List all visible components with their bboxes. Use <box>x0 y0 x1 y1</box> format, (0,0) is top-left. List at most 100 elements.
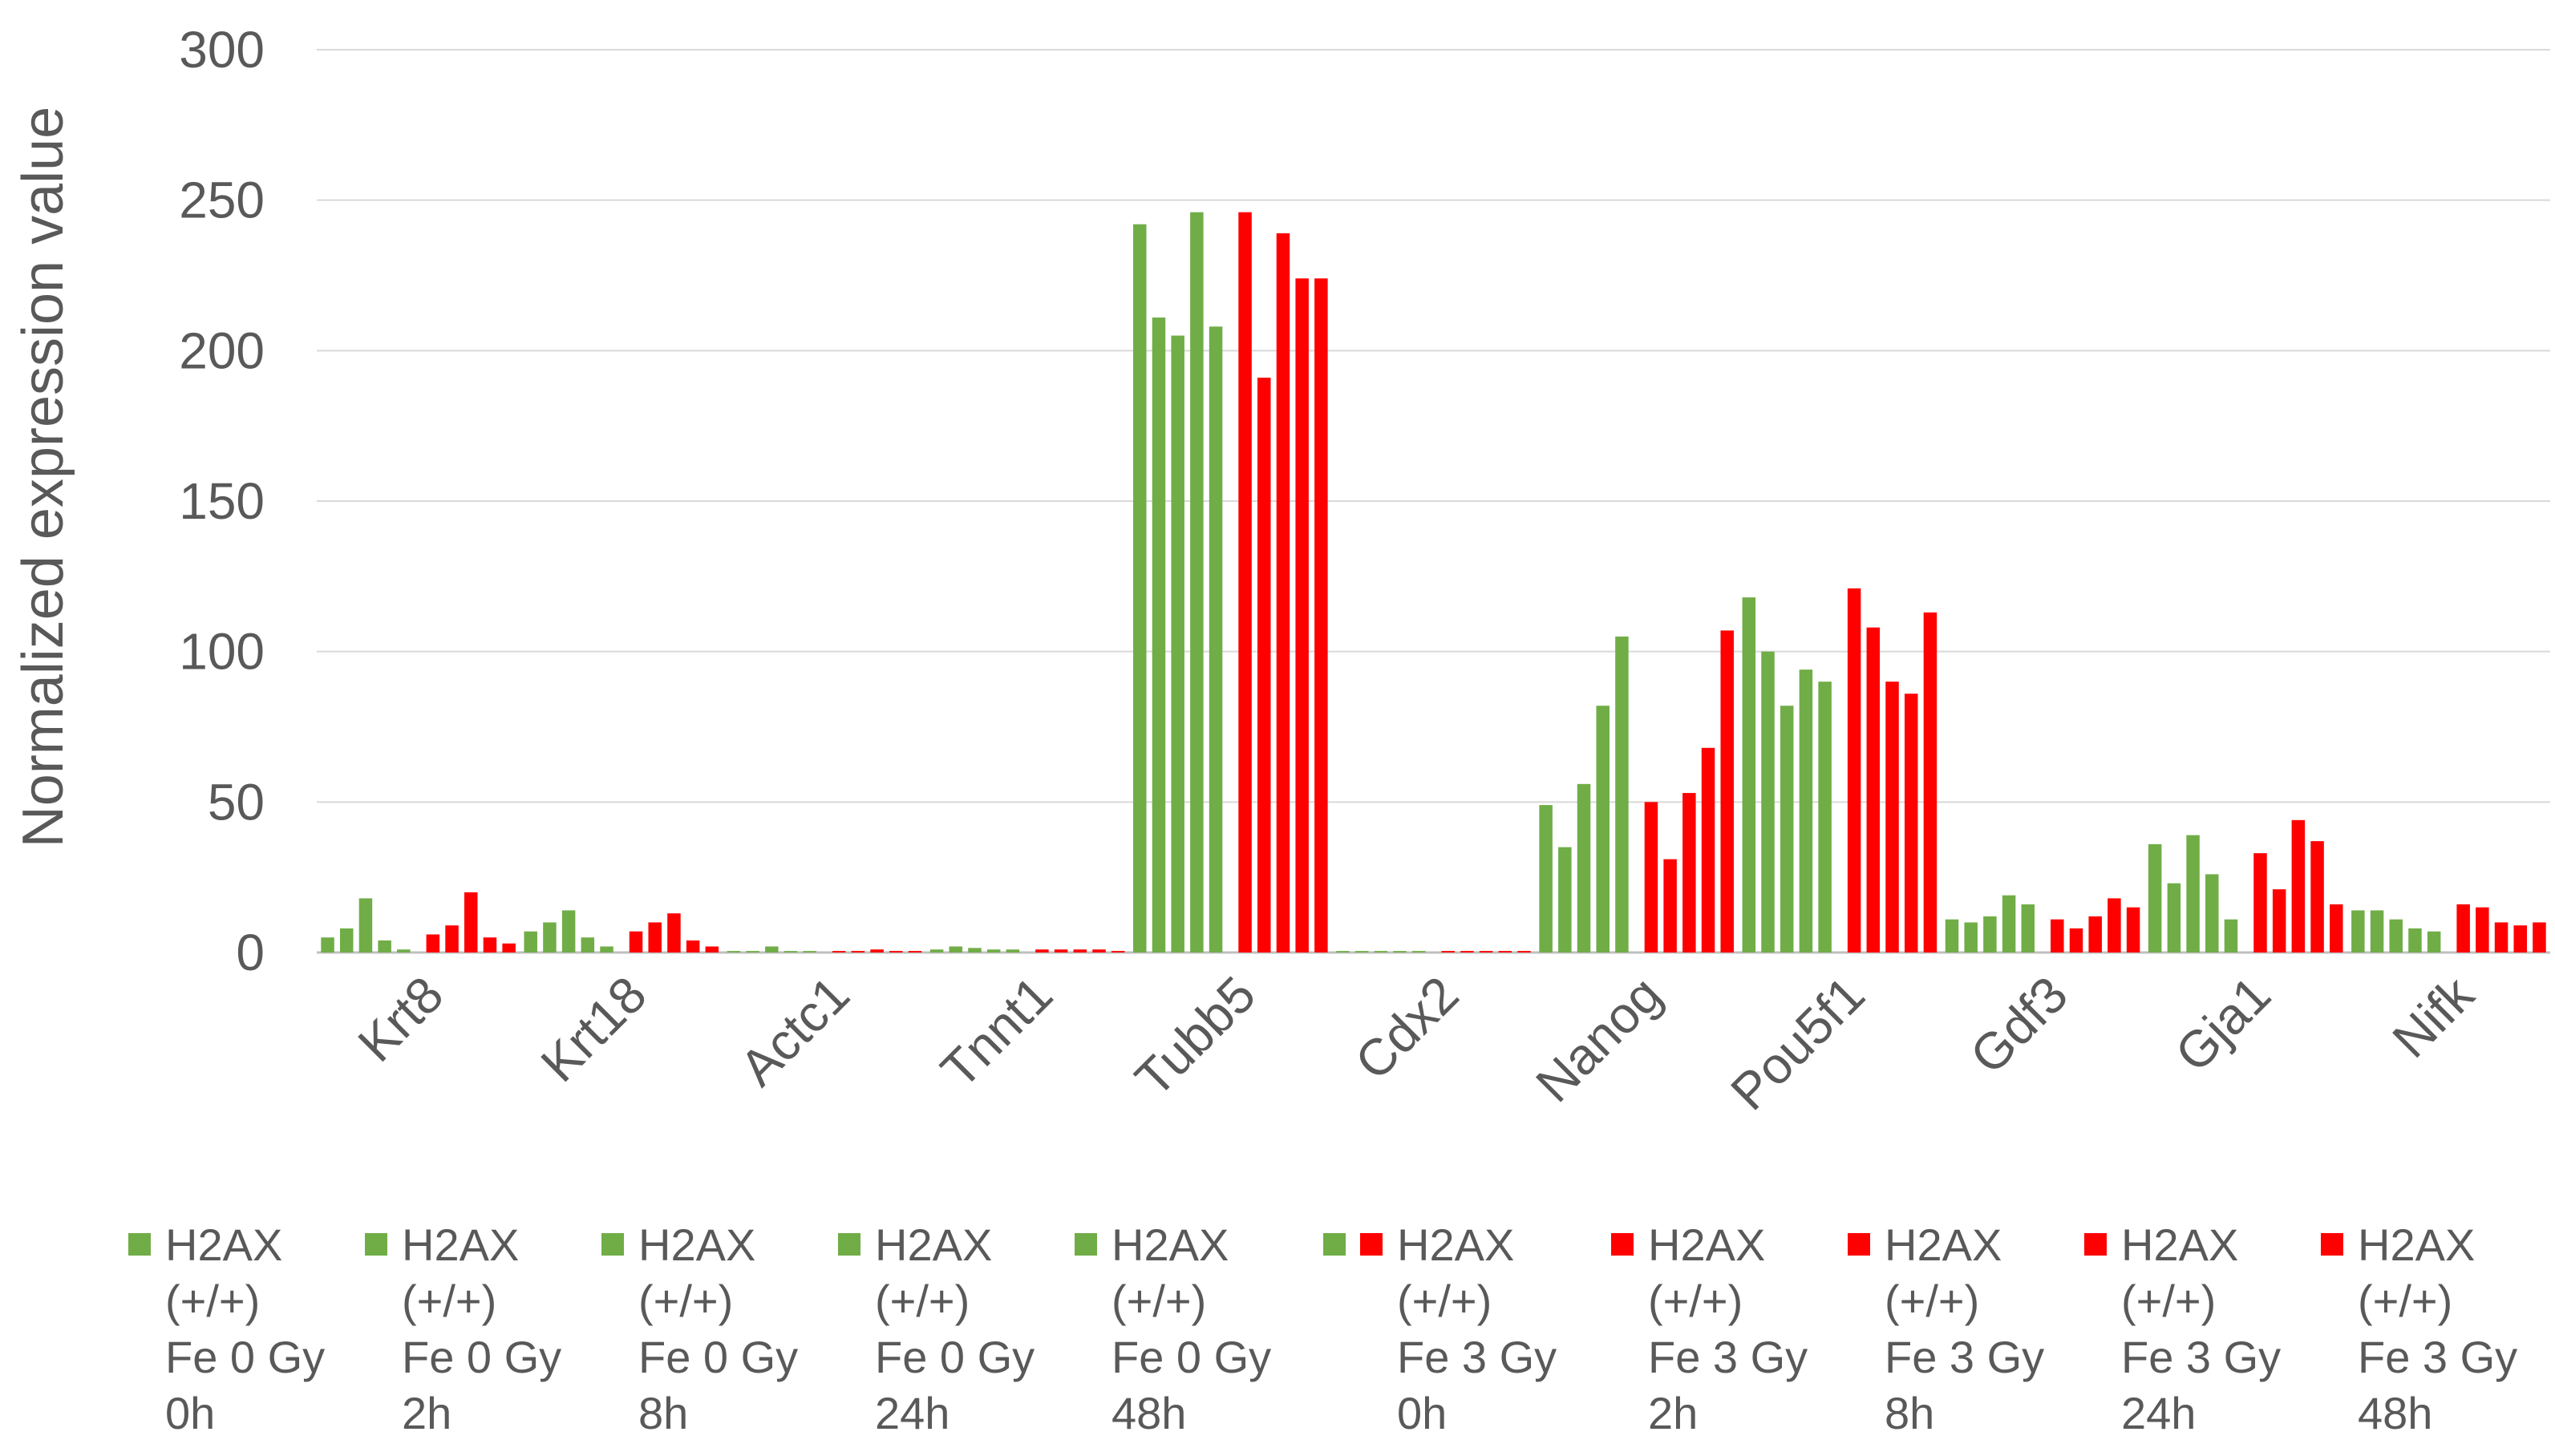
gridlines <box>317 49 2550 954</box>
bar <box>1498 951 1512 952</box>
bar <box>1073 949 1087 952</box>
bar <box>2051 919 2064 952</box>
legend-label: H2AX (+/+) Fe 3 Gy 48h <box>2358 1219 2518 1438</box>
bar <box>426 934 440 952</box>
legend-label: H2AX (+/+) Fe 3 Gy 24h <box>2121 1219 2282 1438</box>
bar <box>949 946 963 952</box>
bar <box>686 940 700 952</box>
bar <box>667 913 681 952</box>
bar <box>1006 949 1020 952</box>
bar <box>1644 802 1658 952</box>
bar <box>1460 951 1474 952</box>
legend-swatch <box>838 1233 860 1256</box>
bar <box>746 951 759 952</box>
x-tick-label: Tnnt1 <box>929 965 1063 1099</box>
y-tick-label: 50 <box>208 773 265 831</box>
bar <box>1441 951 1455 952</box>
bar <box>561 910 576 952</box>
bar <box>2389 919 2403 952</box>
bar <box>2021 904 2035 952</box>
bar <box>705 946 719 952</box>
bar <box>524 931 537 952</box>
bar <box>2330 904 2343 952</box>
bar <box>1171 335 1184 953</box>
x-tick-label: Nanog <box>1524 965 1672 1113</box>
bar <box>2108 898 2121 952</box>
bar <box>1818 681 1832 952</box>
bar <box>2427 931 2441 952</box>
bar <box>1257 378 1271 952</box>
legend-swatch <box>601 1233 624 1256</box>
legend-swatch <box>128 1233 151 1256</box>
bar <box>1354 951 1369 952</box>
bar <box>1682 793 1696 952</box>
bar <box>889 951 903 952</box>
bar <box>600 946 613 952</box>
bar <box>378 940 391 952</box>
legend-swatch <box>1075 1233 1097 1256</box>
bar <box>2069 928 2083 952</box>
x-tick-label: Krt18 <box>530 965 658 1093</box>
bar <box>1904 694 1918 952</box>
bar <box>1539 805 1553 952</box>
bar <box>1596 706 1610 952</box>
bar <box>1479 951 1493 952</box>
bar <box>1983 916 1997 952</box>
bar <box>543 922 557 952</box>
bar <box>1866 627 1881 952</box>
bar <box>321 937 334 952</box>
bar <box>1412 951 1426 952</box>
y-tick-label: 0 <box>236 924 265 981</box>
x-axis-ticks: Krt8 Krt18 Actc1 Tnnt1 Tubb5 Cdx2 Nanog Pou5f1 G… <box>347 965 2485 1121</box>
bar <box>2291 819 2306 952</box>
bars <box>321 212 2546 953</box>
bar <box>1720 630 1734 952</box>
bar <box>2148 843 2162 952</box>
bar <box>2205 874 2219 952</box>
bar <box>502 943 516 952</box>
bar <box>1054 949 1068 952</box>
y-tick-label: 250 <box>179 172 265 229</box>
bar <box>1945 919 1959 952</box>
x-tick-label: Tubb5 <box>1124 965 1267 1108</box>
bar <box>2253 853 2267 952</box>
legend-swatch <box>2321 1233 2343 1256</box>
bar <box>908 951 922 952</box>
bar <box>1517 951 1531 952</box>
bar <box>1190 212 1204 952</box>
legend-swatch <box>1360 1233 1383 1256</box>
bar <box>629 931 643 952</box>
legend: H2AX (+/+) Fe 0 Gy 0h H2AX (+/+) Fe 0 Gy … <box>128 1217 2550 1450</box>
bar <box>2533 922 2546 952</box>
bar <box>765 946 779 952</box>
bar <box>986 949 1001 952</box>
bar <box>1295 278 1309 953</box>
bar <box>445 925 459 952</box>
legend-swatch <box>1323 1233 1346 1256</box>
bar <box>2476 907 2489 952</box>
y-tick-label: 200 <box>179 322 265 379</box>
bar <box>2088 916 2102 952</box>
bar <box>2456 904 2470 952</box>
legend-label: H2AX (+/+) Fe 0 Gy 24h <box>875 1219 1035 1438</box>
bar <box>2408 928 2422 952</box>
bar <box>2513 925 2528 952</box>
bar <box>929 949 944 952</box>
legend-swatch <box>2084 1233 2107 1256</box>
bar <box>1923 612 1938 952</box>
bar <box>2126 907 2140 952</box>
bar <box>1780 706 1794 952</box>
y-tick-label: 150 <box>179 472 265 530</box>
bar <box>1238 212 1252 952</box>
bar <box>581 937 595 952</box>
bar <box>1314 278 1328 953</box>
bar <box>968 948 982 952</box>
legend-label: H2AX (+/+) Fe 0 Gy 0h <box>165 1219 326 1438</box>
bar <box>2351 910 2365 952</box>
bar <box>1615 636 1629 952</box>
bar <box>1035 949 1049 952</box>
bar <box>1209 326 1223 953</box>
bar <box>1964 922 1978 952</box>
bar <box>2002 895 2016 952</box>
legend-label: H2AX (+/+) Fe 0 Gy 2h <box>402 1219 562 1438</box>
